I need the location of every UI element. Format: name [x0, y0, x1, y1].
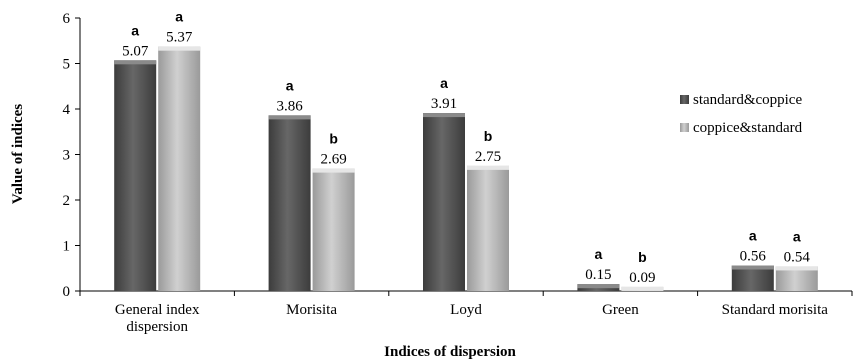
bar-top-bevel [775, 266, 818, 271]
category-label: Green [602, 302, 639, 318]
bar-value-label: 0.56 [740, 249, 767, 265]
data-labels: 5.07 a 5.37 a 3.86 a 2.69 b 3.91 a 2.75 b 0.15 a 0.09 b… [122, 9, 810, 286]
y-tick-label: 3 [63, 148, 71, 164]
bar-top-bevel [731, 265, 774, 270]
bar-top-bevel [158, 46, 201, 51]
significance-letter: a [749, 228, 757, 244]
bar-top-bevel [114, 60, 157, 65]
significance-letter: a [131, 22, 139, 38]
legend-swatch [680, 123, 689, 132]
category-label: Standard morisita [722, 302, 829, 318]
bar-coppice-standard [467, 165, 509, 291]
bar-standard-coppice [731, 265, 774, 291]
category-label: General index [115, 302, 200, 318]
bar-value-label: 0.15 [585, 267, 611, 283]
bars [114, 46, 818, 292]
significance-letter: a [175, 9, 183, 25]
bar-standard-coppice [114, 60, 157, 291]
y-tick-label: 6 [63, 11, 71, 27]
y-tick-label: 5 [63, 57, 71, 73]
bar-top-bevel [577, 284, 620, 289]
bar-value-label: 0.09 [629, 270, 655, 286]
bar-standard-coppice [423, 113, 465, 291]
category-label: Loyd [450, 302, 482, 318]
y-tick-label: 1 [63, 239, 71, 255]
y-ticks: 0 1 2 3 4 5 6 [63, 11, 80, 300]
bar-top-bevel [621, 286, 664, 291]
significance-letter: a [286, 77, 294, 93]
legend-swatch [680, 95, 689, 104]
bar-value-label: 2.75 [475, 149, 501, 165]
significance-letter: b [329, 131, 338, 147]
bar-value-label: 5.37 [166, 30, 193, 46]
significance-letter: b [484, 128, 493, 144]
bar-value-label: 3.91 [431, 96, 457, 112]
legend: standard&coppice coppice&standard [680, 92, 803, 136]
x-ticks [79, 291, 853, 296]
bar-top-bevel [268, 115, 311, 120]
category-label: Morisita [286, 302, 337, 318]
y-axis-title: Value of indices [10, 104, 26, 204]
y-tick-label: 4 [63, 102, 71, 118]
y-tick-label: 2 [63, 193, 71, 209]
bar-standard-coppice [268, 115, 311, 292]
y-tick-label: 0 [63, 284, 71, 300]
legend-label: standard&coppice [693, 92, 802, 108]
significance-letter: a [440, 75, 448, 91]
bar-coppice-standard [775, 266, 818, 291]
bar-value-label: 2.69 [320, 152, 346, 168]
significance-letter: b [638, 249, 647, 265]
x-axis-title: Indices of dispersion [384, 344, 516, 360]
significance-letter: a [595, 246, 603, 262]
bar-coppice-standard [312, 168, 355, 291]
significance-letter: a [793, 228, 801, 244]
bar-top-bevel [423, 113, 465, 118]
bar-coppice-standard [158, 46, 201, 291]
bar-top-bevel [312, 168, 355, 173]
bar-value-label: 0.54 [784, 249, 811, 265]
category-label: dispersion [126, 319, 188, 335]
legend-label: coppice&standard [693, 120, 803, 136]
bar-top-bevel [467, 165, 509, 170]
bar-value-label: 5.07 [122, 43, 149, 59]
bar-value-label: 3.86 [276, 98, 303, 114]
